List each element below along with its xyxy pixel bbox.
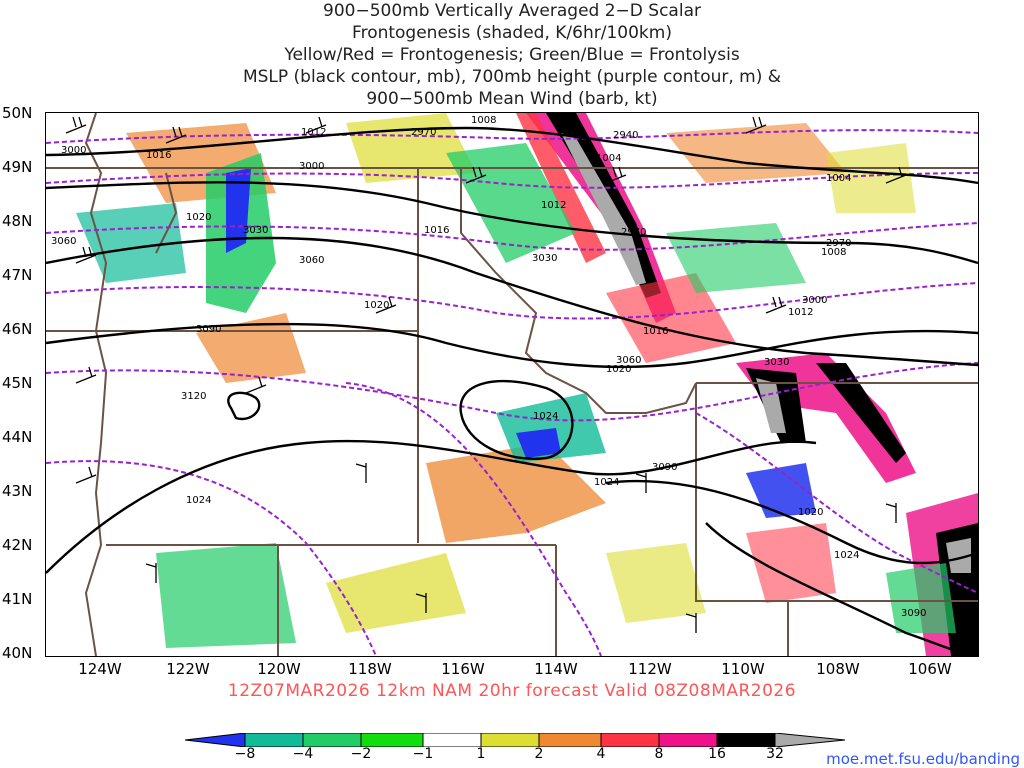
- colorbar-swatch: [422, 733, 482, 747]
- lon-label: 110W: [721, 660, 765, 678]
- mslp-label: 1004: [826, 173, 851, 184]
- height-label: 3030: [243, 225, 268, 236]
- lon-label: 122W: [166, 660, 210, 678]
- height-label: 2970: [411, 127, 436, 138]
- lon-label: 116W: [441, 660, 485, 678]
- height-label: 2940: [613, 130, 638, 141]
- mslp-label: 1008: [471, 115, 496, 126]
- lat-label: 48N: [2, 212, 33, 230]
- colorbar-label: −1: [412, 746, 434, 762]
- colorbar-swatch: [360, 733, 424, 747]
- frontogenesis-map: 1012 1016 1008 1004 1020 1012 1016 1004 …: [45, 112, 979, 657]
- lon-label: 112W: [628, 660, 672, 678]
- mslp-label: 1020: [364, 300, 389, 311]
- lat-label: 44N: [2, 428, 33, 446]
- mslp-label: 1012: [301, 127, 326, 138]
- mslp-label: 1012: [788, 307, 813, 318]
- height-label: 3030: [764, 357, 789, 368]
- colorbar-label: 1: [476, 746, 486, 762]
- colorbar-swatch: [716, 733, 776, 747]
- lat-label: 50N: [2, 104, 33, 122]
- lon-label: 106W: [908, 660, 952, 678]
- colorbar-label: −2: [350, 746, 372, 762]
- title-line-1: 900−500mb Vertically Averaged 2−D Scalar: [323, 1, 701, 21]
- frontogenesis-shading: [76, 113, 978, 656]
- colorbar-label: 4: [596, 746, 606, 762]
- mslp-label: 1024: [186, 495, 211, 506]
- height-label: 3060: [616, 355, 641, 366]
- title-line-4: MSLP (black contour, mb), 700mb height (…: [242, 67, 782, 87]
- colorbar-swatch: [244, 733, 304, 747]
- title-line-5: 900−500mb Mean Wind (barb, kt): [366, 89, 658, 109]
- height-label: 3000: [61, 145, 86, 156]
- colorbar-swatch: [185, 733, 246, 747]
- political-borders: [46, 113, 978, 656]
- forecast-valid-label: 12Z07MAR2026 12km NAM 20hr forecast Vali…: [227, 681, 797, 701]
- colorbar-label: 8: [654, 746, 664, 762]
- height-label: 3090: [901, 608, 926, 619]
- lat-label: 47N: [2, 266, 33, 284]
- colorbar-swatch: [600, 733, 660, 747]
- height-label: 3090: [196, 324, 221, 335]
- lat-label: 40N: [2, 644, 33, 662]
- colorbar-swatch: [538, 733, 602, 747]
- colorbar-label: 32: [766, 746, 784, 762]
- mslp-label: 1004: [596, 153, 621, 164]
- lon-label: 114W: [534, 660, 578, 678]
- lat-label: 46N: [2, 320, 33, 338]
- title-line-3: Yellow/Red = Frontogenesis; Green/Blue =…: [284, 45, 740, 65]
- colorbar-label: 2: [534, 746, 544, 762]
- lat-label: 49N: [2, 158, 33, 176]
- lat-label: 45N: [2, 374, 33, 392]
- lon-label: 124W: [78, 660, 122, 678]
- colorbar-swatch: [480, 733, 540, 747]
- colorbar-label: −8: [234, 746, 256, 762]
- mslp-label: 1024: [594, 477, 619, 488]
- contour-labels: 1012 1016 1008 1004 1020 1012 1016 1004 …: [51, 115, 926, 619]
- lat-label: 41N: [2, 590, 33, 608]
- colorbar-label: 16: [708, 746, 726, 762]
- colorbar-swatch: [658, 733, 718, 747]
- wind-barbs: [65, 116, 907, 633]
- height-label: 3060: [51, 236, 76, 247]
- mslp-label: 1008: [821, 247, 846, 258]
- height-contours: [46, 129, 978, 656]
- mslp-label: 1016: [424, 225, 449, 236]
- height-label: 3120: [181, 391, 206, 402]
- height-label: 3060: [299, 255, 324, 266]
- mslp-label: 1024: [533, 411, 558, 422]
- mslp-label: 1016: [643, 326, 668, 337]
- lat-label: 43N: [2, 482, 33, 500]
- mslp-contours: [46, 126, 978, 656]
- colorbar-swatch: [302, 733, 362, 747]
- colorbar: [185, 733, 845, 747]
- mslp-label: 1020: [798, 507, 823, 518]
- lon-label: 108W: [816, 660, 860, 678]
- height-label: 3030: [532, 253, 557, 264]
- height-label: 2970: [826, 238, 851, 249]
- title-line-2: Frontogenesis (shaded, K/6hr/100km): [352, 23, 672, 43]
- colorbar-swatch: [774, 733, 845, 747]
- lon-label: 118W: [348, 660, 392, 678]
- mslp-label: 1012: [541, 200, 566, 211]
- lon-label: 120W: [257, 660, 301, 678]
- height-label: 3000: [802, 295, 827, 306]
- height-label: 3000: [299, 161, 324, 172]
- mslp-label: 1020: [606, 364, 631, 375]
- mslp-label: 1020: [186, 212, 211, 223]
- map-canvas: 1012 1016 1008 1004 1020 1012 1016 1004 …: [46, 113, 978, 656]
- mslp-label: 1016: [146, 150, 171, 161]
- source-url: moe.met.fsu.edu/banding: [826, 750, 1020, 768]
- colorbar-label: −4: [292, 746, 314, 762]
- height-label: 3090: [652, 462, 677, 473]
- lat-label: 42N: [2, 536, 33, 554]
- height-label: 2970: [621, 227, 646, 238]
- mslp-label: 1024: [834, 550, 859, 561]
